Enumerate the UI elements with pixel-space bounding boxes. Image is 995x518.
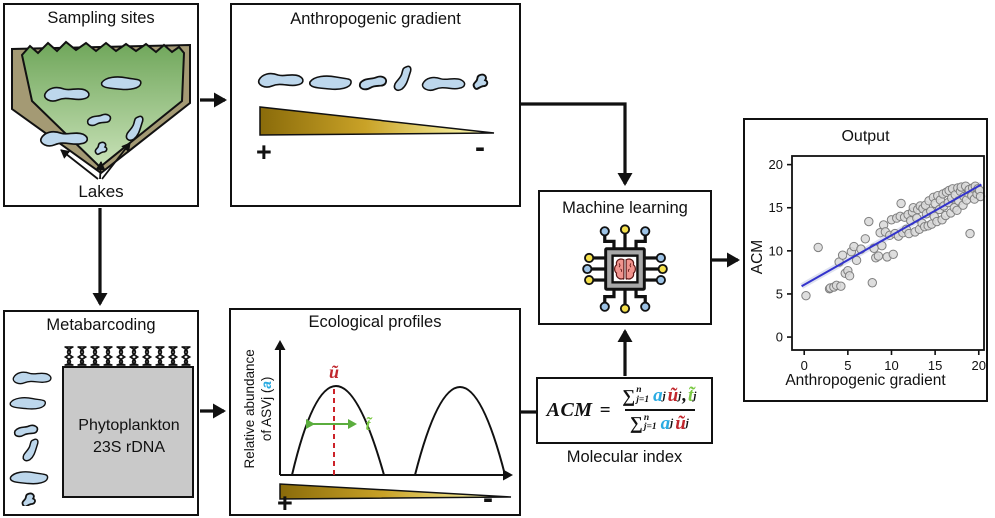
eco-plus-label: +: [277, 488, 293, 518]
anthropogenic-gradient-box: Anthropogenic gradient + -: [230, 3, 521, 207]
arrow-gradient-to-ml: [521, 102, 633, 186]
var-a: a: [653, 385, 663, 407]
gradient-minus-label: -: [475, 131, 485, 164]
trend-line: [801, 183, 982, 288]
y-tick-label: 5: [776, 286, 783, 301]
sigma-limits: n j=1: [636, 384, 650, 405]
x-tick-label: 5: [844, 358, 851, 373]
tolerance-label: t̃: [366, 415, 373, 434]
x-tick-label: 10: [884, 358, 898, 373]
brain-icon: [614, 258, 636, 280]
scatter-point: [952, 205, 962, 216]
anthropogenic-gradient-title: Anthropogenic gradient: [290, 10, 461, 28]
lakes-pointer-arrows: [60, 142, 131, 180]
metabarcoding-illustration: [9, 346, 194, 506]
output-scatter-plot: 0 5 10 15 20 0 5 10 15 20: [769, 155, 986, 373]
scatter-point: [860, 234, 871, 244]
phytoplankton-label: Phytoplankton 23S rDNA: [65, 415, 193, 458]
metabarcoding-box: Metabarcoding Phytoplankton 23S rDNA: [3, 310, 199, 516]
scatter-point: [836, 281, 846, 291]
scatter-point: [837, 250, 848, 260]
eco-profiles-plot: ũ t̃: [274, 340, 513, 500]
plot-frame: [791, 155, 985, 351]
gradient-plus-label: +: [256, 137, 272, 167]
formula-equals: =: [599, 399, 611, 421]
chip-pin-dots: [582, 224, 668, 314]
scatter-y-axis-label: ACM: [749, 239, 766, 275]
sigma-symbol: ∑: [629, 413, 643, 434]
phytoplankton-line2: 23S rDNA: [92, 438, 166, 456]
molecular-index-caption: Molecular index: [566, 448, 683, 466]
lakes-column: [9, 371, 52, 506]
scatter-point: [896, 198, 906, 209]
y-tick-label: 20: [769, 157, 783, 172]
formula-comma: ,: [682, 385, 688, 407]
scatter-point: [844, 271, 855, 281]
scatter-point: [965, 228, 975, 239]
optimum-label: ũ: [329, 362, 339, 382]
output-box: Output 0 5 10 15 20 0 5 10 15 20 ACM Anthropogeni…: [743, 118, 988, 402]
dna-sample-box: [62, 366, 194, 498]
y-tick-label: 0: [776, 330, 783, 345]
var-a: a: [660, 412, 671, 434]
ecological-profiles-title: Ecological profiles: [308, 313, 442, 331]
sampling-sites-box: Sampling sites Lakes: [3, 3, 199, 207]
x-tick-label: 0: [801, 358, 808, 373]
scatter-point: [888, 249, 898, 259]
scatter-x-axis-label: Anthropogenic gradient: [785, 372, 946, 389]
metabarcoding-title: Metabarcoding: [46, 316, 156, 334]
scatter-point: [873, 251, 884, 261]
machine-learning-box: Machine learning: [538, 190, 712, 325]
dna-icons-row: [63, 346, 192, 366]
lake-shapes: [257, 65, 489, 91]
scatter-point: [813, 242, 823, 253]
chip-pins: [590, 232, 660, 306]
var-t: t̃: [688, 385, 694, 407]
scatter-point: [801, 290, 811, 301]
x-tick-label: 15: [928, 358, 942, 373]
y-tick-label: 10: [769, 243, 783, 258]
eco-curve-2: [414, 386, 506, 476]
x-tick-label: 20: [972, 358, 986, 373]
ecological-profiles-box: Ecological profiles Relative abundance o…: [229, 308, 521, 518]
eco-gradient-triangle: [279, 483, 512, 500]
terrain-illustration: [11, 40, 191, 180]
sampling-sites-title: Sampling sites: [47, 9, 155, 27]
gradient-lakes-row: [257, 65, 495, 136]
var-u: ũ: [667, 385, 679, 407]
eco-minus-label: -: [483, 482, 493, 515]
sigma-symbol: ∑: [622, 385, 636, 406]
scatter-point: [864, 216, 874, 227]
output-title: Output: [841, 128, 890, 145]
gradient-triangle: [259, 106, 495, 136]
formula-lhs: ACM: [546, 399, 593, 421]
ai-chip-icon: [582, 224, 668, 314]
lakes-caption: Lakes: [78, 182, 124, 201]
machine-learning-title: Machine learning: [562, 199, 688, 217]
terrain-green-surface: [20, 40, 186, 169]
var-u: ũ: [675, 412, 686, 434]
y-tick-label: 15: [769, 200, 783, 215]
sigma-limits: n j=1: [643, 412, 657, 433]
eco-curve-1: [291, 385, 385, 476]
scatter-point: [867, 278, 877, 288]
phytoplankton-line1: Phytoplankton: [78, 417, 180, 434]
